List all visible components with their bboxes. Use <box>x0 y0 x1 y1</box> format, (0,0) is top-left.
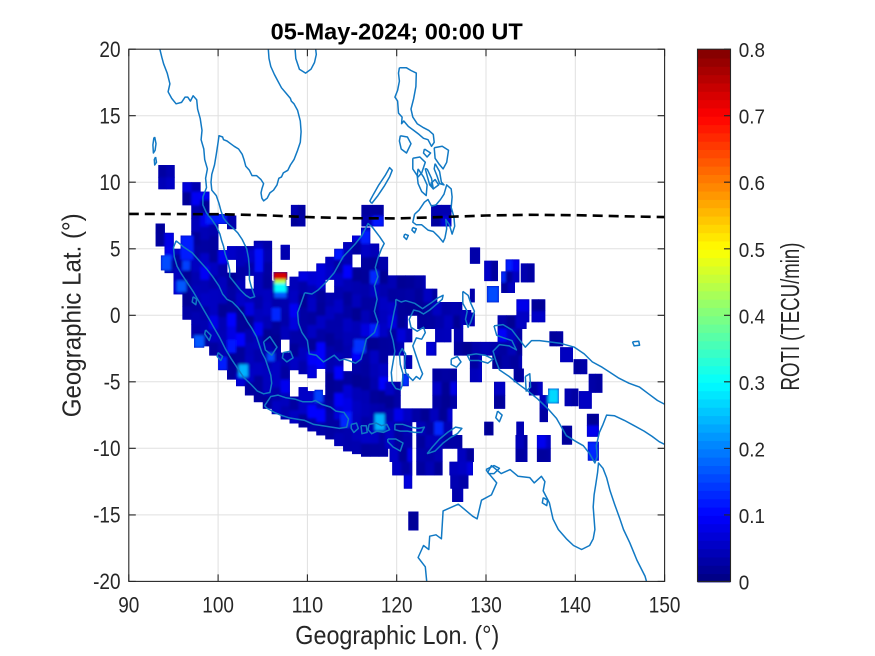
svg-text:100: 100 <box>202 593 234 618</box>
svg-text:-5: -5 <box>104 370 121 395</box>
svg-text:05-May-2024; 00:00 UT: 05-May-2024; 00:00 UT <box>271 18 524 44</box>
svg-text:120: 120 <box>381 593 413 618</box>
svg-text:Geographic Lat. (°): Geographic Lat. (°) <box>57 213 87 417</box>
svg-text:-20: -20 <box>93 569 120 594</box>
svg-text:110: 110 <box>292 593 324 618</box>
svg-text:20: 20 <box>99 37 120 62</box>
svg-text:0.6: 0.6 <box>739 172 765 195</box>
svg-text:0.1: 0.1 <box>739 505 765 528</box>
svg-text:140: 140 <box>560 593 592 618</box>
svg-text:Geographic Lon. (°): Geographic Lon. (°) <box>295 620 499 650</box>
svg-text:150: 150 <box>649 593 681 618</box>
svg-text:5: 5 <box>110 237 121 262</box>
svg-text:ROTI (TECU/min): ROTI (TECU/min) <box>775 243 805 391</box>
svg-text:10: 10 <box>99 170 120 195</box>
svg-text:15: 15 <box>99 104 120 129</box>
svg-text:0.7: 0.7 <box>739 106 765 129</box>
svg-text:90: 90 <box>118 593 139 618</box>
svg-text:0.3: 0.3 <box>739 372 765 395</box>
svg-text:0.4: 0.4 <box>739 305 765 328</box>
svg-text:130: 130 <box>470 593 502 618</box>
svg-text:0: 0 <box>110 303 121 328</box>
svg-text:0: 0 <box>739 571 750 594</box>
svg-text:0.2: 0.2 <box>739 438 765 461</box>
svg-text:0.5: 0.5 <box>739 239 765 262</box>
svg-text:-15: -15 <box>93 503 120 528</box>
svg-text:0.8: 0.8 <box>739 39 765 62</box>
svg-text:-10: -10 <box>93 436 120 461</box>
